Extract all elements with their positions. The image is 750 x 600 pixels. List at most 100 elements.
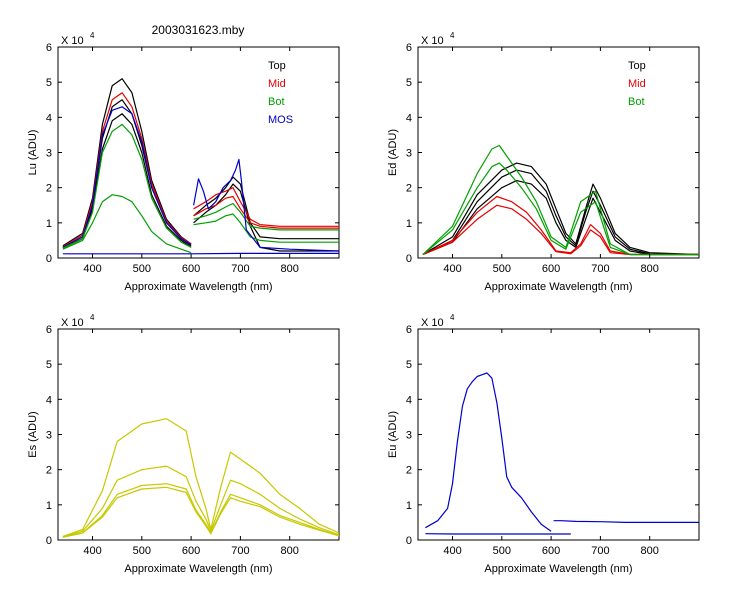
x-tick-label: 400 — [83, 545, 101, 557]
series-group — [62, 78, 339, 255]
y-tick-label: 4 — [406, 112, 412, 124]
y-tick-label: 4 — [406, 394, 412, 406]
series-group — [422, 144, 699, 256]
y-tick-label: 2 — [46, 465, 52, 477]
series-line-13 — [193, 213, 339, 243]
y-exponent-power: 4 — [450, 313, 455, 322]
legend-entry-mos: MOS — [268, 114, 293, 126]
x-tick-label: 600 — [182, 263, 200, 275]
series-line-1 — [62, 465, 339, 538]
x-tick-label: 800 — [281, 545, 299, 557]
y-tick-label: 1 — [46, 500, 52, 512]
series-line-1 — [422, 169, 699, 256]
chart-lu: 400 500 600 700 800 0 1 2 3 4 5 6 X 10 4 Approximate W… — [27, 31, 340, 293]
x-axis-label: Approximate Wavelength (nm) — [124, 563, 272, 575]
y-tick-label: 2 — [406, 465, 412, 477]
y-exponent-power: 4 — [90, 313, 95, 322]
legend-entry-mid: Mid — [268, 78, 286, 90]
y-tick-label: 5 — [406, 359, 412, 371]
series-line-4 — [422, 204, 699, 256]
series-line-0 — [62, 418, 339, 538]
figure-title: 2003031623.mby — [152, 23, 245, 37]
x-tick-label: 400 — [83, 263, 101, 275]
y-tick-label: 2 — [46, 183, 52, 195]
x-tick-label: 400 — [443, 545, 461, 557]
y-exponent-label: X 10 — [421, 317, 444, 329]
x-tick-label: 600 — [182, 545, 200, 557]
x-axis-label: Approximate Wavelength (nm) — [484, 281, 632, 293]
x-tick-label: 700 — [591, 545, 609, 557]
series-line-2 — [553, 520, 699, 524]
y-tick-label: 1 — [406, 218, 412, 230]
y-exponent-label: X 10 — [421, 35, 444, 47]
x-tick-label: 800 — [641, 263, 659, 275]
y-exponent-power: 4 — [450, 31, 455, 40]
y-tick-label: 5 — [406, 77, 412, 89]
series-line-14 — [193, 158, 339, 252]
y-exponent-label: X 10 — [61, 35, 84, 47]
y-tick-label: 6 — [46, 42, 52, 54]
series-line-6 — [422, 162, 699, 256]
x-axis-label: Approximate Wavelength (nm) — [484, 563, 632, 575]
x-tick-label: 400 — [443, 263, 461, 275]
y-tick-label: 0 — [406, 253, 412, 265]
chart-eu: 400 500 600 700 800 0 1 2 3 4 5 6 X 10 4 Approximate W… — [387, 313, 700, 575]
y-axis-label: Ed (ADU) — [387, 129, 399, 176]
y-exponent-power: 4 — [90, 31, 95, 40]
x-tick-label: 600 — [542, 263, 560, 275]
x-tick-label: 700 — [591, 263, 609, 275]
y-tick-label: 3 — [46, 430, 52, 442]
series-line-3 — [62, 486, 339, 538]
x-tick-label: 600 — [542, 545, 560, 557]
y-tick-label: 0 — [46, 535, 52, 547]
chart-ed: 400 500 600 700 800 0 1 2 3 4 5 6 X 10 4 Approximate W… — [387, 31, 700, 293]
series-line-12 — [193, 202, 339, 231]
legend-entry-bot: Bot — [628, 96, 645, 108]
series-group — [425, 372, 699, 535]
y-exponent-label: X 10 — [61, 317, 84, 329]
y-tick-label: 3 — [406, 430, 412, 442]
y-tick-label: 3 — [406, 148, 412, 160]
x-tick-label: 800 — [641, 545, 659, 557]
y-axis-label: Es (ADU) — [27, 411, 39, 457]
series-line-9 — [193, 183, 339, 252]
y-tick-label: 1 — [406, 500, 412, 512]
y-tick-label: 5 — [46, 77, 52, 89]
series-line-6 — [62, 123, 192, 249]
plot-frame — [417, 328, 700, 541]
series-line-2 — [62, 113, 192, 249]
x-tick-label: 700 — [231, 545, 249, 557]
y-tick-label: 2 — [406, 183, 412, 195]
x-tick-label: 500 — [493, 263, 511, 275]
y-tick-label: 4 — [46, 112, 52, 124]
y-tick-label: 3 — [46, 148, 52, 160]
y-tick-label: 0 — [406, 535, 412, 547]
series-group — [62, 418, 339, 538]
series-line-0 — [425, 372, 552, 532]
series-line-8 — [193, 176, 339, 240]
series-line-2 — [62, 483, 339, 538]
x-tick-label: 500 — [133, 263, 151, 275]
legend-entry-bot: Bot — [268, 96, 285, 108]
series-line-10 — [193, 187, 339, 227]
y-tick-label: 1 — [46, 218, 52, 230]
y-axis-label: Eu (ADU) — [387, 411, 399, 458]
legend-entry-mid: Mid — [628, 78, 646, 90]
y-tick-label: 6 — [406, 324, 412, 336]
series-line-5 — [422, 144, 699, 256]
legend-entry-top: Top — [268, 60, 286, 72]
series-line-0 — [422, 162, 699, 256]
x-tick-label: 700 — [231, 263, 249, 275]
legend-entry-top: Top — [628, 60, 646, 72]
series-line-2 — [422, 180, 699, 256]
y-tick-label: 6 — [406, 42, 412, 54]
chart-es: 400 500 600 700 800 0 1 2 3 4 5 6 X 10 4 Approximate W… — [27, 313, 340, 575]
y-tick-label: 0 — [46, 253, 52, 265]
series-line-0 — [62, 78, 192, 247]
x-tick-label: 800 — [281, 263, 299, 275]
y-axis-label: Lu (ADU) — [27, 130, 39, 176]
plot-frame — [57, 328, 340, 541]
x-tick-label: 500 — [493, 545, 511, 557]
